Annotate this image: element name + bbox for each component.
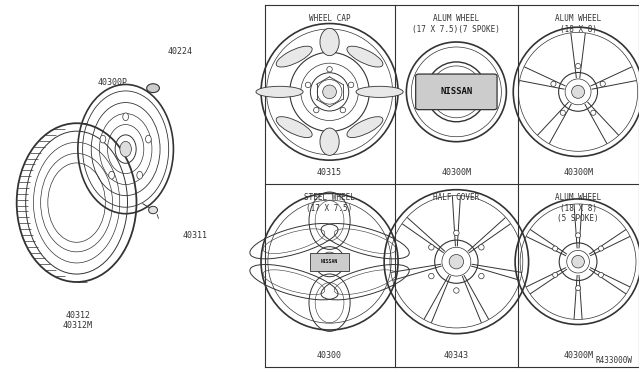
FancyBboxPatch shape [310,253,349,270]
Ellipse shape [479,273,484,279]
FancyBboxPatch shape [415,74,497,110]
Ellipse shape [347,46,383,67]
Ellipse shape [572,256,584,268]
Ellipse shape [305,82,311,88]
Text: 40300M: 40300M [563,168,593,177]
Ellipse shape [347,117,383,138]
Ellipse shape [575,286,580,291]
Ellipse shape [327,67,332,72]
Ellipse shape [100,135,106,143]
Text: 40343: 40343 [444,350,469,359]
Text: STEEL WHEEL
(17 X 7.5): STEEL WHEEL (17 X 7.5) [304,193,355,213]
Ellipse shape [340,108,346,113]
Ellipse shape [276,46,312,67]
Text: 40311: 40311 [183,231,208,240]
Ellipse shape [148,206,157,214]
Text: ALUM WHEEL
(17 X 7.5)(7 SPOKE): ALUM WHEEL (17 X 7.5)(7 SPOKE) [412,14,500,34]
Text: 40300M: 40300M [563,350,593,359]
Ellipse shape [137,171,143,179]
Text: 40300M: 40300M [442,168,472,177]
Ellipse shape [323,85,337,99]
Text: NISSAN: NISSAN [440,87,472,96]
Ellipse shape [320,252,339,271]
Ellipse shape [553,246,557,251]
Ellipse shape [598,272,604,278]
Ellipse shape [600,81,605,86]
Ellipse shape [276,117,312,138]
Text: NISSAN: NISSAN [321,259,338,264]
Ellipse shape [575,233,580,238]
Ellipse shape [560,110,565,115]
Ellipse shape [256,86,303,97]
Ellipse shape [147,84,159,93]
Ellipse shape [454,230,459,235]
Ellipse shape [320,28,339,56]
Ellipse shape [429,273,434,279]
Text: 40300P: 40300P [98,78,128,87]
Ellipse shape [120,141,131,157]
Text: R433000W: R433000W [595,356,632,365]
Ellipse shape [553,272,557,278]
Ellipse shape [348,82,354,88]
Ellipse shape [314,108,319,113]
Text: ALUM WHEEL
(18 X 8): ALUM WHEEL (18 X 8) [555,14,601,34]
Text: HALF COVER: HALF COVER [433,193,479,202]
Ellipse shape [551,81,556,86]
Ellipse shape [145,135,151,143]
Text: 40300: 40300 [317,350,342,359]
Ellipse shape [591,110,596,115]
Text: ALUM WHEEL
(18 X 8)
(5 SPOKE): ALUM WHEEL (18 X 8) (5 SPOKE) [555,193,601,223]
Ellipse shape [575,63,580,68]
Ellipse shape [429,244,434,250]
Text: 40315: 40315 [317,168,342,177]
Ellipse shape [479,244,484,250]
Ellipse shape [598,246,604,251]
Ellipse shape [356,86,403,97]
Ellipse shape [572,86,584,98]
Text: 40224: 40224 [167,47,192,56]
Text: WHEEL CAP: WHEEL CAP [308,14,350,23]
Ellipse shape [454,288,459,293]
Ellipse shape [109,171,115,179]
Ellipse shape [320,128,339,155]
Ellipse shape [123,113,129,121]
Text: 40312
40312M: 40312 40312M [63,311,93,330]
Ellipse shape [449,254,463,269]
